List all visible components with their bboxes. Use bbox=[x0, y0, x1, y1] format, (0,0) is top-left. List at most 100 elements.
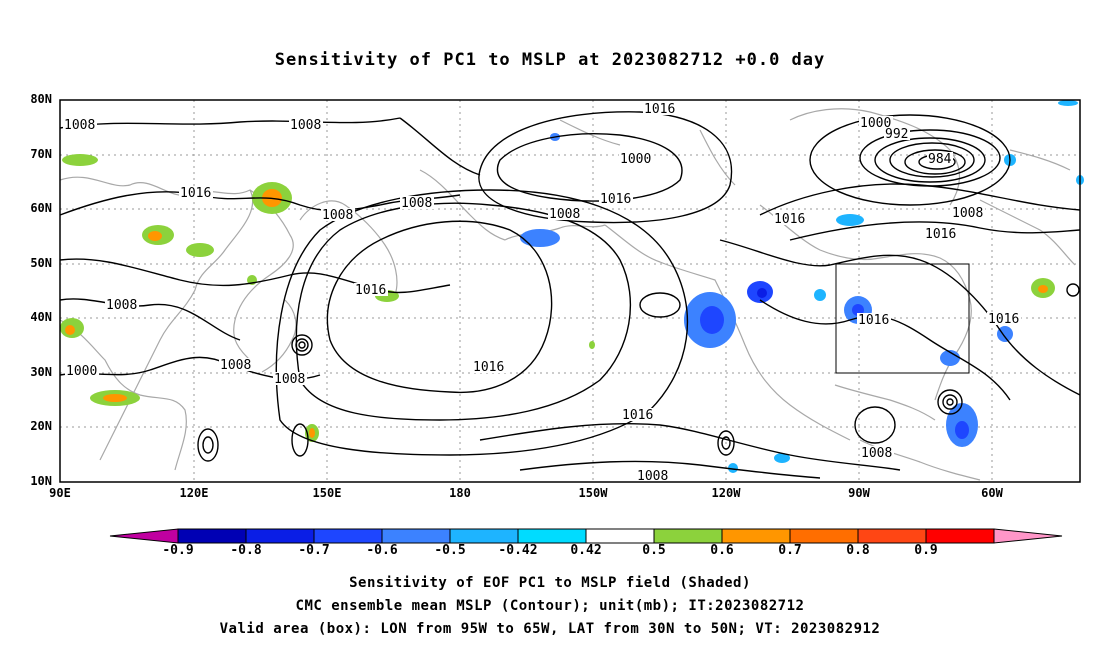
contour-label-bg bbox=[643, 102, 677, 115]
colorbar-tick: -0.42 bbox=[498, 543, 538, 558]
contour-label: 1000 bbox=[860, 116, 891, 131]
lon-label: 150E bbox=[312, 486, 342, 500]
contour-label: 1008 bbox=[861, 446, 892, 461]
lon-label: 60W bbox=[981, 486, 1003, 500]
colorbar-segment bbox=[517, 528, 587, 544]
lat-label: 80N bbox=[30, 92, 52, 106]
lon-label: 120W bbox=[711, 486, 741, 500]
colorbar-segment bbox=[653, 528, 723, 544]
contour-label: 1000 bbox=[620, 152, 651, 167]
coastlines bbox=[59, 108, 1076, 481]
contour-label: 1016 bbox=[988, 312, 1019, 327]
contour-label-bg bbox=[321, 208, 355, 221]
contour-label: 1016 bbox=[355, 283, 386, 298]
contour-label-bg bbox=[987, 312, 1021, 325]
colorbar-segment bbox=[925, 528, 995, 544]
contour-label: 1008 bbox=[290, 118, 321, 133]
contour-label: 1008 bbox=[952, 206, 983, 221]
lon-label: 150W bbox=[578, 486, 608, 500]
lon-label: 90E bbox=[49, 486, 71, 500]
colorbar-tick: -0.8 bbox=[230, 543, 262, 558]
contour-label-bg bbox=[621, 408, 655, 421]
contour-label-bg bbox=[273, 372, 307, 385]
contour-label: 1016 bbox=[473, 360, 504, 375]
contour-label-bg bbox=[548, 207, 582, 220]
contour-label: 1000 bbox=[66, 364, 97, 379]
lon-label: 180 bbox=[449, 486, 471, 500]
lat-label: 50N bbox=[30, 256, 52, 270]
contour-label-bg bbox=[599, 192, 633, 205]
lat-label: 20N bbox=[30, 419, 52, 433]
contour-label: 1008 bbox=[274, 372, 305, 387]
colorbar-tick: -0.7 bbox=[298, 543, 330, 558]
colorbar-segment bbox=[245, 528, 315, 544]
colorbar-segment bbox=[857, 528, 927, 544]
contour-label-bg bbox=[472, 360, 506, 373]
contour-label: 984 bbox=[928, 152, 952, 167]
contour-label: 1016 bbox=[925, 227, 956, 242]
colorbar-segment bbox=[721, 528, 791, 544]
colorbar-tick: 0.5 bbox=[642, 543, 666, 558]
contour-label-bg bbox=[179, 186, 213, 199]
colorbar-tick: -0.9 bbox=[162, 543, 194, 558]
contour-label-bg bbox=[773, 212, 807, 225]
contour-label: 1016 bbox=[600, 192, 631, 207]
contour-label: 1008 bbox=[220, 358, 251, 373]
colorbar-max-arrow bbox=[993, 528, 1063, 544]
colorbar-segment bbox=[585, 528, 655, 544]
contour-label-bg bbox=[619, 152, 653, 165]
contour-label: 1008 bbox=[637, 469, 668, 484]
contour-label: 1016 bbox=[774, 212, 805, 227]
contour-label-bg bbox=[884, 127, 910, 140]
contour-label: 1008 bbox=[64, 118, 95, 133]
contour-label-bg bbox=[636, 469, 670, 482]
colorbar-tick: 0.8 bbox=[846, 543, 870, 558]
colorbar-tick: 0.6 bbox=[710, 543, 734, 558]
lat-label: 70N bbox=[30, 147, 52, 161]
contour-label-bg bbox=[860, 446, 894, 459]
colorbar-tick: -0.6 bbox=[366, 543, 398, 558]
lon-label: 120E bbox=[179, 486, 209, 500]
contour-label: 1008 bbox=[106, 298, 137, 313]
isobar-contours bbox=[59, 111, 1081, 479]
contour-label: 1016 bbox=[644, 102, 675, 117]
lat-label: 10N bbox=[30, 474, 52, 488]
colorbar-tick: 0.42 bbox=[570, 543, 602, 558]
contour-label-bg bbox=[857, 313, 891, 326]
caption-line-3: Valid area (box): LON from 95W to 65W, L… bbox=[219, 621, 881, 637]
contour-label-bg bbox=[927, 152, 953, 165]
lat-label: 40N bbox=[30, 310, 52, 324]
colorbar-segment bbox=[449, 528, 519, 544]
contour-label-bg bbox=[859, 116, 893, 129]
contour-label-bg bbox=[400, 196, 434, 209]
contour-labels: 1008 1008 1016 1008 1008 1016 1000 1008 1008 1016… bbox=[63, 102, 1021, 484]
colorbar-tick: -0.5 bbox=[434, 543, 466, 558]
contour-label: 1016 bbox=[622, 408, 653, 423]
contour-label: 1008 bbox=[549, 207, 580, 222]
contour-label: 1016 bbox=[180, 186, 211, 201]
colorbar-segment bbox=[789, 528, 859, 544]
colorbar-min-arrow bbox=[109, 528, 179, 544]
colorbar-tick: 0.7 bbox=[778, 543, 802, 558]
colorbar-segment bbox=[313, 528, 383, 544]
contour-label-bg bbox=[65, 364, 99, 377]
caption-line-2: CMC ensemble mean MSLP (Contour); unit(m… bbox=[295, 598, 805, 614]
contour-label: 1016 bbox=[858, 313, 889, 328]
colorbar-segment bbox=[177, 528, 247, 544]
contour-label: 992 bbox=[885, 127, 908, 142]
valid-area-box bbox=[835, 263, 970, 374]
colorbar-segment bbox=[381, 528, 451, 544]
colorbar bbox=[109, 528, 1063, 544]
contour-label-bg bbox=[951, 206, 985, 219]
caption-line-1: Sensitivity of EOF PC1 to MSLP field (Sh… bbox=[349, 575, 751, 591]
contour-label: 1008 bbox=[401, 196, 432, 211]
contour-label-bg bbox=[63, 118, 97, 131]
lat-label: 60N bbox=[30, 201, 52, 215]
colorbar-tick: 0.9 bbox=[914, 543, 938, 558]
contour-label-bg bbox=[924, 227, 958, 240]
lat-label: 30N bbox=[30, 365, 52, 379]
contour-label-bg bbox=[105, 298, 139, 311]
lon-label: 90W bbox=[848, 486, 870, 500]
map-title: Sensitivity of PC1 to MSLP at 2023082712… bbox=[274, 50, 826, 70]
